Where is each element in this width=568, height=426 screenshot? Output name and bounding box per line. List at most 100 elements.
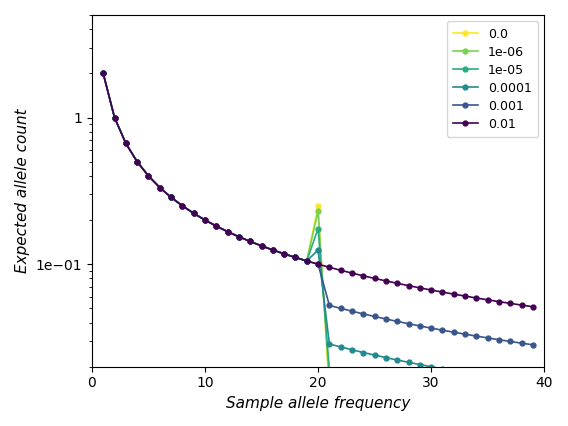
0.0001 (326, 342, 333, 347)
1e-05 (349, 373, 356, 378)
0.001 (156, 185, 163, 190)
0.0 (439, 415, 446, 420)
1e-05 (462, 396, 469, 401)
0.0001 (507, 377, 513, 383)
Line: 0.0: 0.0 (101, 71, 536, 426)
1e-05 (247, 239, 254, 244)
1e-06 (529, 421, 536, 426)
0.001 (496, 337, 503, 342)
0.0001 (123, 141, 130, 146)
1e-06 (123, 141, 130, 146)
0.0001 (349, 347, 356, 352)
0.001 (439, 328, 446, 333)
0.001 (179, 203, 186, 208)
1e-05 (496, 402, 503, 407)
0.001 (405, 321, 412, 326)
0.0001 (394, 357, 400, 363)
0.01 (303, 259, 310, 264)
0.0 (145, 173, 152, 178)
0.001 (258, 243, 265, 248)
0.01 (382, 278, 389, 283)
1e-06 (337, 384, 344, 389)
1e-06 (485, 414, 491, 419)
0.0 (269, 248, 276, 253)
0.0001 (269, 248, 276, 253)
0.01 (168, 195, 174, 200)
0.001 (190, 211, 197, 216)
1e-05 (179, 203, 186, 208)
0.0001 (133, 159, 140, 164)
0.001 (371, 314, 378, 319)
0.0001 (292, 255, 299, 260)
0.001 (416, 323, 423, 328)
0.0 (416, 411, 423, 416)
0.0001 (202, 218, 208, 223)
0.001 (473, 334, 480, 339)
0.0 (111, 115, 118, 120)
0.001 (337, 306, 344, 311)
0.0 (349, 396, 356, 401)
0.0 (382, 403, 389, 409)
1e-06 (133, 159, 140, 164)
0.01 (394, 281, 400, 286)
1e-06 (258, 243, 265, 248)
1e-06 (111, 115, 118, 120)
1e-06 (100, 71, 107, 76)
0.01 (360, 273, 367, 278)
1e-06 (371, 393, 378, 398)
Legend: 0.0, 1e-06, 1e-05, 0.0001, 0.001, 0.01: 0.0, 1e-06, 1e-05, 0.0001, 0.001, 0.01 (446, 21, 538, 137)
0.001 (236, 234, 243, 239)
Line: 1e-06: 1e-06 (101, 71, 536, 426)
0.01 (213, 224, 220, 229)
0.01 (405, 283, 412, 288)
0.0 (123, 141, 130, 146)
1e-05 (337, 370, 344, 375)
1e-05 (473, 398, 480, 403)
0.0 (394, 406, 400, 411)
0.0001 (111, 115, 118, 120)
0.0001 (213, 224, 220, 229)
0.001 (100, 71, 107, 76)
1e-06 (190, 211, 197, 216)
0.0 (473, 421, 480, 426)
0.01 (507, 301, 513, 306)
1e-06 (202, 218, 208, 223)
1e-05 (100, 71, 107, 76)
0.001 (485, 335, 491, 340)
1e-05 (281, 251, 287, 256)
1e-06 (507, 417, 513, 423)
Y-axis label: Expected allele count: Expected allele count (15, 109, 30, 273)
0.001 (111, 115, 118, 120)
0.001 (292, 255, 299, 260)
1e-06 (168, 195, 174, 200)
0.0001 (247, 239, 254, 244)
1e-06 (269, 248, 276, 253)
0.0001 (382, 355, 389, 360)
Line: 0.01: 0.01 (101, 71, 536, 309)
0.0001 (303, 259, 310, 264)
0.0 (133, 159, 140, 164)
0.0 (281, 251, 287, 256)
1e-05 (111, 115, 118, 120)
0.0 (292, 255, 299, 260)
1e-05 (190, 211, 197, 216)
0.0001 (473, 372, 480, 377)
0.01 (100, 71, 107, 76)
0.01 (337, 268, 344, 273)
0.0 (326, 390, 333, 395)
0.0 (156, 185, 163, 190)
0.01 (190, 211, 197, 216)
0.0001 (462, 370, 469, 375)
0.001 (315, 262, 321, 267)
0.001 (360, 311, 367, 317)
0.0 (405, 408, 412, 413)
0.01 (473, 296, 480, 301)
0.0 (337, 393, 344, 398)
0.001 (133, 159, 140, 164)
0.01 (123, 141, 130, 146)
0.0 (100, 71, 107, 76)
0.0 (247, 239, 254, 244)
1e-06 (326, 382, 333, 387)
1e-05 (326, 367, 333, 372)
1e-05 (168, 195, 174, 200)
